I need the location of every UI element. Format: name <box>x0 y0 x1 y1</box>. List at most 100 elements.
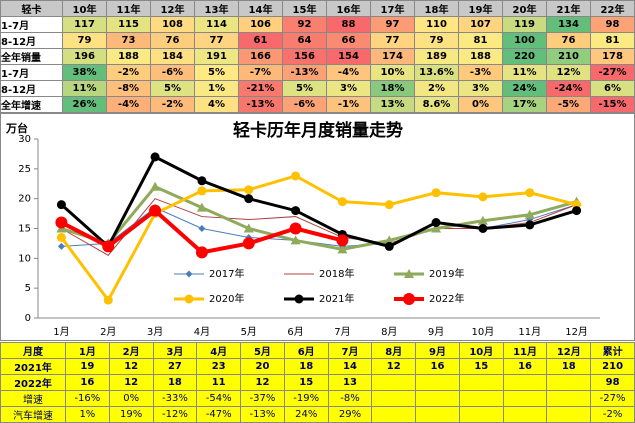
marker <box>384 235 395 245</box>
table-cell: 79 <box>414 32 459 49</box>
table-cell: 210 <box>590 358 635 375</box>
table-cell <box>371 406 417 423</box>
table-row: 2021年 19 12 27 23 20 18 14 12 16 15 16 18 210 <box>0 358 635 375</box>
x-tick-label: 12月 <box>565 326 588 338</box>
table-cell: 3% <box>326 80 371 97</box>
y-tick-label: 5 <box>25 283 31 294</box>
table-cell: 210 <box>546 48 591 65</box>
y-tick-label: 30 <box>18 134 31 145</box>
marker <box>243 223 254 233</box>
table-row: 全年销量 196 188 184 191 166 156 154 174 189 188 220 210… <box>0 48 635 65</box>
marker <box>431 188 441 198</box>
y-axis-label: 万台 <box>5 121 28 135</box>
marker <box>290 235 301 245</box>
marker <box>384 241 394 251</box>
table-cell: -8% <box>106 80 151 97</box>
table-row: 全年增速 26% -4% -2% 4% -13% -6% -1% 13% 8.6% 0% 17% -5%… <box>0 96 635 113</box>
table-cell: -13% <box>240 406 285 423</box>
table-cell: 5% <box>282 80 327 97</box>
table-cell: 21年 <box>546 0 591 17</box>
marker <box>55 216 68 229</box>
table-cell: 114 <box>194 16 239 33</box>
table-cell <box>458 374 504 391</box>
marker <box>384 200 394 210</box>
table-cell: 66 <box>326 32 371 49</box>
table-cell: 5% <box>150 80 195 97</box>
x-tick-label: 11月 <box>518 326 541 338</box>
marker <box>198 225 206 232</box>
table-cell: 累计 <box>590 342 635 359</box>
table-cell: 79 <box>62 32 107 49</box>
table-cell: 14年 <box>238 0 283 17</box>
table-cell: 14 <box>327 358 373 375</box>
table-cell: -7% <box>238 64 283 81</box>
table-cell: 134 <box>546 16 591 33</box>
table-cell: 3月 <box>152 342 198 359</box>
table-cell: -37% <box>240 390 285 407</box>
table-cell: 6月 <box>283 342 329 359</box>
table-cell: 23 <box>196 358 242 375</box>
table-row: 8-12月 79 73 76 77 61 64 66 77 79 81 100 76 81 <box>0 32 635 49</box>
table-cell: 188 <box>106 48 151 65</box>
table-cell: 22年 <box>590 0 635 17</box>
series-line <box>60 154 578 249</box>
table-cell: 174 <box>370 48 415 65</box>
table-cell: 8.6% <box>414 96 459 113</box>
table-cell <box>458 390 504 407</box>
x-tick-label: 5月 <box>241 326 257 338</box>
table-cell: 16 <box>502 358 548 375</box>
table-row: 1-7月 38% -2% -6% 5% -7% -13% -4% 10% 13.6% -3% 11% 1… <box>0 64 635 81</box>
x-tick-label: 1月 <box>53 326 69 338</box>
x-tick-label: 8月 <box>381 326 397 338</box>
marker <box>431 218 441 228</box>
table-cell: 18% <box>370 80 415 97</box>
table-cell: 18 <box>283 358 329 375</box>
table-cell: 196 <box>62 48 107 65</box>
table-cell: 6% <box>590 80 635 97</box>
table-cell: 全年增速 <box>0 96 63 113</box>
table-cell: 178 <box>590 48 635 65</box>
table-cell: -33% <box>152 390 198 407</box>
annual-table: 轻卡 10年 11年 12年 13年 14年 15年 16年 17年 18年 19年 20年 21年 22… <box>0 0 635 113</box>
table-cell: 115 <box>106 16 151 33</box>
marker <box>337 244 348 254</box>
table-cell: 10月 <box>458 342 504 359</box>
table-cell: 26% <box>62 96 107 113</box>
table-cell: -16% <box>65 390 110 407</box>
table-cell: 1-7月 <box>0 64 63 81</box>
table-cell <box>415 374 460 391</box>
legend-label: 2021年 <box>319 292 354 305</box>
marker <box>291 171 301 181</box>
marker <box>336 234 349 247</box>
y-tick-label: 15 <box>18 224 31 235</box>
table-cell: -2% <box>590 406 635 423</box>
table-cell: -24% <box>546 80 591 97</box>
table-cell: 98 <box>590 16 635 33</box>
table-row: 1-7月 117 115 108 114 106 92 88 97 110 107 119 134 98 <box>0 16 635 33</box>
marker <box>525 188 535 198</box>
table-cell: 119 <box>502 16 547 33</box>
table-cell: 1月 <box>65 342 110 359</box>
table-cell: -47% <box>196 406 242 423</box>
legend-label: 2017年 <box>209 267 244 280</box>
marker <box>103 295 113 305</box>
table-cell: 88 <box>326 16 371 33</box>
table-cell: 16 <box>415 358 460 375</box>
table-cell: 12% <box>546 64 591 81</box>
table-cell: -5% <box>546 96 591 113</box>
table-cell: -13% <box>238 96 283 113</box>
y-tick-label: 10 <box>18 253 31 264</box>
table-cell: 17% <box>502 96 547 113</box>
table-cell: 11年 <box>106 0 151 17</box>
table-cell: 29% <box>327 406 373 423</box>
table-cell: -3% <box>458 64 503 81</box>
table-cell: -2% <box>106 64 151 81</box>
table-cell: -4% <box>106 96 151 113</box>
table-cell: 81 <box>590 32 635 49</box>
marker <box>150 152 160 162</box>
marker <box>478 224 488 233</box>
table-cell: 4月 <box>196 342 242 359</box>
table-cell: 76 <box>150 32 195 49</box>
marker <box>244 185 254 195</box>
table-cell: 92 <box>282 16 327 33</box>
